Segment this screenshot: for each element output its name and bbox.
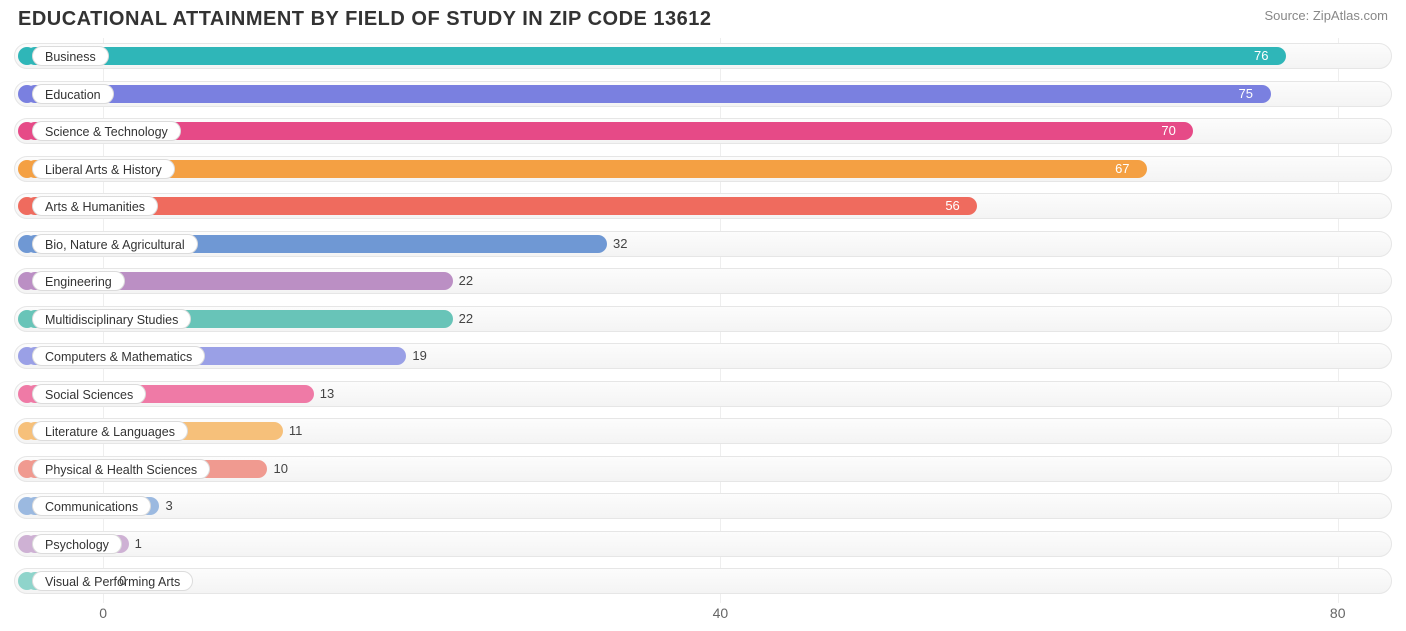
- bar-wrap: Liberal Arts & History 67: [14, 160, 1392, 178]
- x-tick-label: 40: [713, 605, 729, 621]
- bar: [26, 47, 1286, 65]
- bar-value: 56: [945, 198, 959, 213]
- bar-label: Business: [32, 46, 109, 66]
- chart-source: Source: ZipAtlas.com: [1264, 8, 1388, 23]
- bar-row: Arts & Humanities 56: [14, 188, 1392, 225]
- bar-label: Liberal Arts & History: [32, 159, 175, 179]
- bar: [26, 85, 1271, 103]
- bar-wrap: Education 75: [14, 85, 1392, 103]
- bar-row: Psychology 1: [14, 526, 1392, 563]
- x-tick-label: 0: [99, 605, 107, 621]
- bar-value: 0: [119, 573, 126, 588]
- bar-wrap: Business 76: [14, 47, 1392, 65]
- bar-row: Literature & Languages 11: [14, 413, 1392, 450]
- bar-wrap: Literature & Languages 11: [14, 422, 1392, 440]
- bar-wrap: Engineering 22: [14, 272, 1392, 290]
- bar: [26, 122, 1193, 140]
- bar-value: 3: [165, 498, 172, 513]
- bar-wrap: Bio, Nature & Agricultural 32: [14, 235, 1392, 253]
- bar-value: 10: [273, 461, 287, 476]
- bar-value: 75: [1239, 86, 1253, 101]
- bar-label: Visual & Performing Arts: [32, 571, 193, 591]
- bar-value: 13: [320, 386, 334, 401]
- bar-value: 70: [1161, 123, 1175, 138]
- bar-value: 22: [459, 273, 473, 288]
- bar-label: Education: [32, 84, 114, 104]
- bar-wrap: Computers & Mathematics 19: [14, 347, 1392, 365]
- bar-wrap: Psychology 1: [14, 535, 1392, 553]
- bar-label: Psychology: [32, 534, 122, 554]
- bar-row: Computers & Mathematics 19: [14, 338, 1392, 375]
- bar-row: Engineering 22: [14, 263, 1392, 300]
- bar-label: Multidisciplinary Studies: [32, 309, 191, 329]
- bar: [26, 160, 1147, 178]
- bar: [26, 197, 977, 215]
- bar-wrap: Science & Technology 70: [14, 122, 1392, 140]
- bar-label: Arts & Humanities: [32, 196, 158, 216]
- bar-value: 19: [412, 348, 426, 363]
- bar-row: Communications 3: [14, 488, 1392, 525]
- bar-row: Social Sciences 13: [14, 376, 1392, 413]
- bar-value: 32: [613, 236, 627, 251]
- bar-row: Physical & Health Sciences 10: [14, 451, 1392, 488]
- bar-label: Social Sciences: [32, 384, 146, 404]
- bar-wrap: Communications 3: [14, 497, 1392, 515]
- bar-row: Science & Technology 70: [14, 113, 1392, 150]
- bar-label: Communications: [32, 496, 151, 516]
- x-axis: 0 40 80: [14, 605, 1392, 625]
- bar-row: Liberal Arts & History 67: [14, 151, 1392, 188]
- bar-row: Business 76: [14, 38, 1392, 75]
- bar-label: Physical & Health Sciences: [32, 459, 210, 479]
- bar-label: Literature & Languages: [32, 421, 188, 441]
- bar-value: 76: [1254, 48, 1268, 63]
- bar-wrap: Arts & Humanities 56: [14, 197, 1392, 215]
- bar-row: Visual & Performing Arts0: [14, 563, 1392, 600]
- bar-value: 67: [1115, 161, 1129, 176]
- bar-value: 1: [135, 536, 142, 551]
- bar-value: 11: [289, 423, 303, 438]
- bar-label: Engineering: [32, 271, 125, 291]
- chart-title: EDUCATIONAL ATTAINMENT BY FIELD OF STUDY…: [18, 8, 712, 31]
- bar-row: Multidisciplinary Studies 22: [14, 301, 1392, 338]
- bar-row: Education 75: [14, 76, 1392, 113]
- bar-value: 22: [459, 311, 473, 326]
- bar-row: Bio, Nature & Agricultural 32: [14, 226, 1392, 263]
- bar-wrap: Multidisciplinary Studies 22: [14, 310, 1392, 328]
- bar-wrap: Physical & Health Sciences 10: [14, 460, 1392, 478]
- bar-label: Computers & Mathematics: [32, 346, 205, 366]
- bar-wrap: Social Sciences 13: [14, 385, 1392, 403]
- chart-header: EDUCATIONAL ATTAINMENT BY FIELD OF STUDY…: [0, 0, 1406, 35]
- x-tick-label: 80: [1330, 605, 1346, 621]
- bar-label: Science & Technology: [32, 121, 181, 141]
- chart-area: Business 76 Education 75 Science & Technolog…: [14, 38, 1392, 603]
- bar-wrap: Visual & Performing Arts0: [14, 572, 1392, 590]
- bar-label: Bio, Nature & Agricultural: [32, 234, 198, 254]
